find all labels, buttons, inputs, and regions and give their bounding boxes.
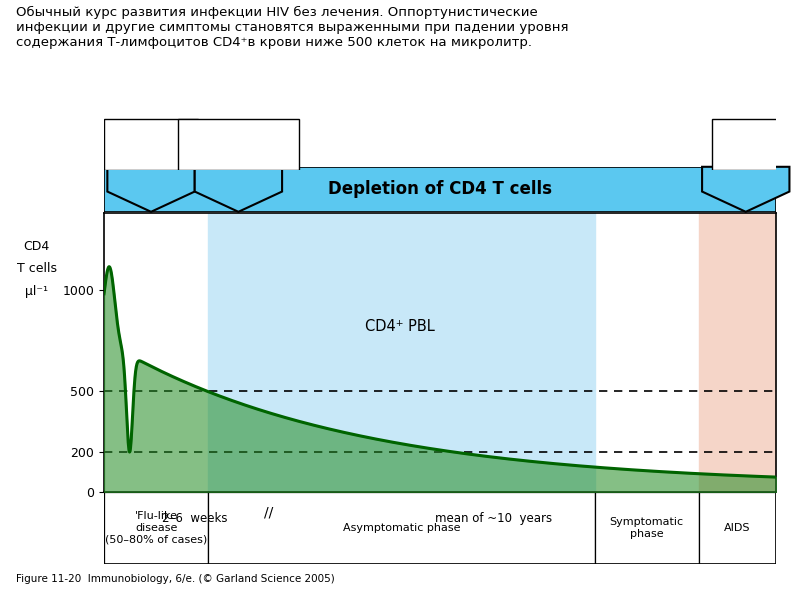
- Text: CD4: CD4: [24, 240, 50, 253]
- Bar: [208, 213, 594, 492]
- Text: Обычный курс развития инфекции HIV без лечения. Оппортунистические
инфекции и др: Обычный курс развития инфекции HIV без л…: [16, 6, 568, 49]
- Polygon shape: [702, 167, 790, 212]
- Text: 'Flu-like
disease
(50–80% of cases): 'Flu-like disease (50–80% of cases): [105, 511, 207, 545]
- Text: Figure 11-20  Immunobiology, 6/e. (© Garland Science 2005): Figure 11-20 Immunobiology, 6/e. (© Garl…: [16, 574, 334, 584]
- Text: Depletion of CD4 T cells: Depletion of CD4 T cells: [328, 180, 552, 198]
- Text: AIDS: AIDS: [724, 523, 750, 533]
- Text: T cells: T cells: [17, 262, 57, 275]
- Text: mean of ~10  years: mean of ~10 years: [435, 512, 552, 524]
- Text: CD4⁺ PBL: CD4⁺ PBL: [365, 319, 434, 334]
- Text: μl⁻¹: μl⁻¹: [26, 284, 48, 298]
- Polygon shape: [194, 167, 282, 212]
- Text: Infection: Infection: [126, 137, 177, 151]
- Bar: [178, 118, 299, 170]
- Bar: [208, 492, 594, 564]
- Bar: [104, 492, 208, 564]
- Polygon shape: [107, 167, 194, 212]
- Bar: [698, 213, 776, 492]
- Bar: [712, 118, 779, 170]
- Text: //: //: [264, 506, 274, 520]
- Text: Seroconversion: Seroconversion: [193, 137, 284, 151]
- Text: Asymptomatic phase: Asymptomatic phase: [342, 523, 460, 533]
- Text: Symptomatic
phase: Symptomatic phase: [610, 517, 684, 539]
- Text: Death: Death: [728, 137, 764, 151]
- Bar: [594, 492, 698, 564]
- Bar: [104, 118, 198, 170]
- Bar: [698, 492, 776, 564]
- Text: 2–6  weeks: 2–6 weeks: [162, 512, 227, 524]
